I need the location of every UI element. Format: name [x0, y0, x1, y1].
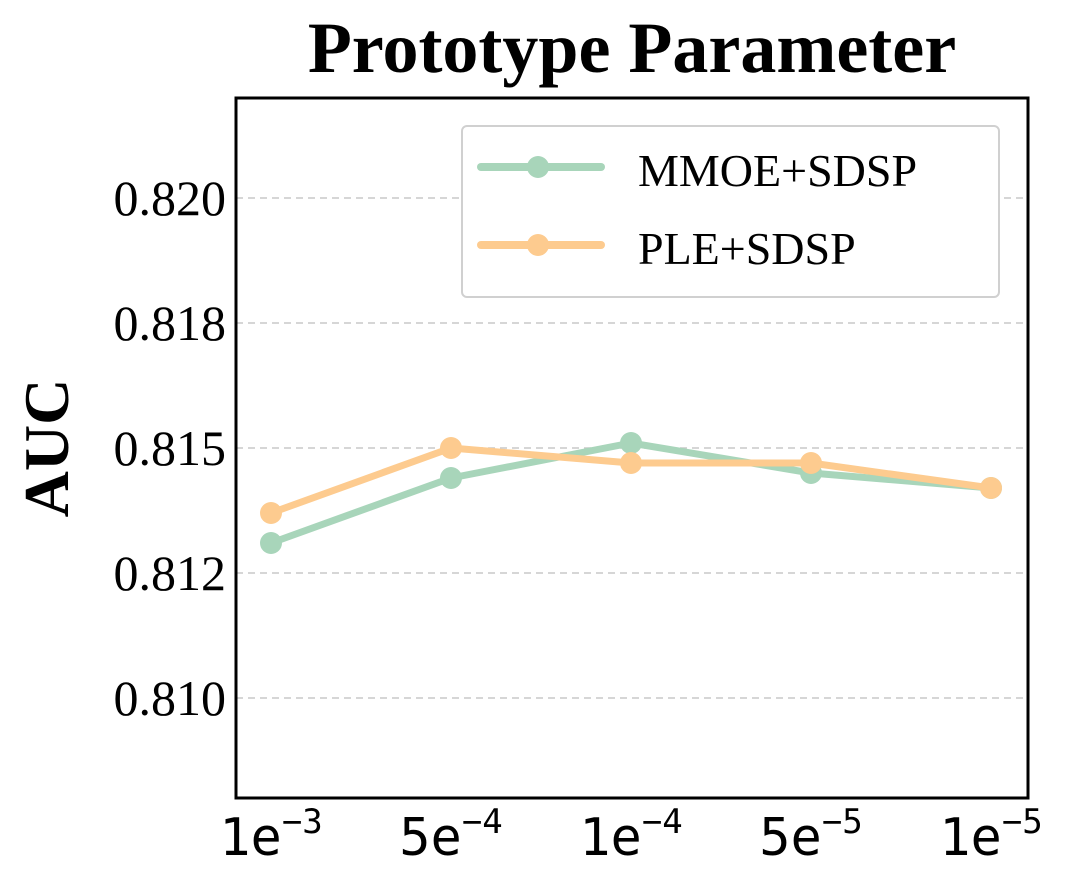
legend-label-mmoe: MMOE+SDSP: [638, 145, 917, 196]
y-axis-label: AUC: [11, 379, 82, 518]
y-tick-label: 0.820: [114, 170, 227, 226]
series-layer: [260, 432, 1002, 554]
data-point-ple-sdsp: [440, 437, 462, 459]
legend-marker-ple: [527, 234, 549, 256]
data-point-ple-sdsp: [260, 502, 282, 524]
legend-marker-mmoe: [527, 156, 549, 178]
y-tick-label: 0.810: [114, 670, 227, 726]
y-tick-labels: 0.810 0.812 0.815 0.818 0.820: [114, 170, 227, 726]
x-tick-label: 1e−5: [939, 802, 1043, 868]
data-point-mmoe-sdsp: [620, 432, 642, 454]
data-point-ple-sdsp: [620, 452, 642, 474]
x-tick-label: 5e−4: [399, 802, 503, 868]
data-point-ple-sdsp: [980, 477, 1002, 499]
legend-label-ple: PLE+SDSP: [638, 223, 856, 274]
legend: MMOE+SDSP PLE+SDSP: [461, 125, 1000, 298]
x-tick-label: 5e−5: [759, 802, 863, 868]
data-point-ple-sdsp: [800, 452, 822, 474]
x-tick-label: 1e−3: [219, 802, 323, 868]
x-tick-labels: 1e−3 5e−4 1e−4 5e−5 1e−5: [219, 802, 1043, 868]
chart-title: Prototype Parameter: [308, 8, 956, 88]
axes-frame: [234, 96, 1030, 800]
x-tick-label: 1e−4: [579, 802, 683, 868]
y-tick-label: 0.815: [114, 420, 227, 476]
data-point-mmoe-sdsp: [260, 532, 282, 554]
y-tick-label: 0.812: [114, 545, 227, 601]
data-point-mmoe-sdsp: [440, 467, 462, 489]
y-tick-label: 0.818: [114, 295, 227, 351]
